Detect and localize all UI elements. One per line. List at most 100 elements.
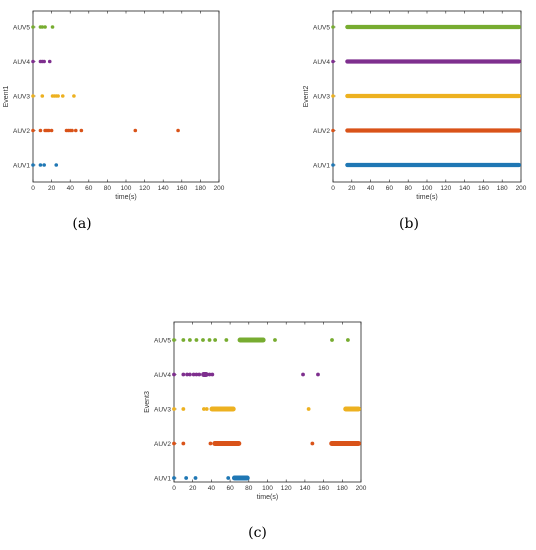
event-point-auv3: [56, 94, 60, 98]
event-point-auv2: [181, 441, 186, 446]
event-point-auv4: [47, 59, 52, 64]
chart-panel-1: 0 20 40 60 80 100 120 140 160 180 200 AUV1 AUV2 AUV3 A…: [3, 10, 225, 232]
event-point-auv3: [40, 94, 45, 98]
event-point-auv5: [207, 338, 212, 342]
event-point-auv2: [31, 128, 35, 133]
y-tick-label: AUV2: [13, 128, 30, 135]
x-tick-label: 100: [262, 485, 273, 492]
y-tick-label: AUV4: [313, 59, 330, 66]
x-tick-label: 20: [348, 185, 356, 192]
event-point-auv2: [38, 128, 43, 133]
x-tick-label: 60: [226, 485, 234, 492]
event-point-auv5: [43, 25, 47, 29]
panel-caption: (a): [72, 216, 91, 232]
event-point-auv4: [331, 59, 335, 64]
y-tick-label: AUV4: [154, 372, 171, 379]
event-point-auv5: [346, 338, 350, 342]
event-point-auv4: [301, 372, 305, 377]
event-point-auv4: [31, 59, 35, 64]
event-point-auv5: [40, 25, 45, 29]
y-tick-label: AUV1: [313, 162, 330, 169]
event-point-auv2: [133, 128, 138, 133]
event-point-auv3: [306, 407, 311, 411]
event-point-auv3: [202, 407, 206, 411]
y-tick-label: AUV3: [313, 93, 330, 100]
event-point-auv2: [73, 128, 78, 133]
y-tick-label: AUV1: [13, 162, 30, 169]
y-tick-label: AUV3: [13, 93, 30, 100]
x-tick-label: 120: [440, 185, 451, 192]
y-axis-label: Event1: [3, 85, 10, 107]
event-point-auv1: [54, 163, 59, 167]
y-tick-label: AUV5: [154, 337, 171, 344]
y-tick-label: AUV3: [154, 406, 171, 413]
y-axis-label: Event2: [303, 85, 310, 107]
event-point-auv1: [38, 163, 43, 167]
event-point-auv2: [47, 128, 51, 133]
event-point-auv1: [172, 476, 176, 480]
y-tick-label: AUV2: [154, 441, 171, 448]
y-tick-label: AUV5: [313, 24, 330, 31]
event-point-auv5: [213, 338, 218, 342]
y-axis-label: Event3: [144, 391, 151, 413]
x-tick-label: 80: [245, 485, 253, 492]
event-segment-auv1: [231, 475, 250, 481]
x-tick-label: 140: [459, 185, 470, 192]
event-point-auv4: [185, 372, 189, 377]
event-point-auv3: [172, 407, 176, 411]
x-tick-label: 80: [104, 185, 112, 192]
event-point-auv3: [72, 94, 76, 98]
x-tick-label: 100: [121, 185, 132, 192]
event-point-auv5: [331, 25, 335, 29]
event-point-auv2: [208, 441, 213, 446]
y-tick-label: AUV2: [313, 128, 330, 135]
event-point-auv4: [197, 372, 202, 377]
event-point-auv4: [42, 59, 46, 64]
event-point-auv5: [224, 338, 229, 342]
x-tick-label: 180: [195, 185, 206, 192]
x-axis-label: time(s): [257, 494, 278, 501]
event-point-auv4: [191, 372, 196, 377]
event-point-auv5: [330, 338, 334, 342]
x-tick-label: 160: [176, 185, 187, 192]
plot-frame: [173, 321, 362, 483]
chart-panel-3: 0 20 40 60 80 100 120 140 160 180 200 AUV1 AUV2 AUV3 A…: [144, 321, 367, 541]
x-tick-label: 140: [158, 185, 169, 192]
event-point-auv5: [201, 338, 205, 342]
x-tick-label: 40: [208, 485, 216, 492]
event-point-auv5: [172, 338, 176, 342]
event-point-auv2: [79, 128, 84, 133]
x-tick-label: 160: [318, 485, 329, 492]
event-point-auv1: [331, 163, 335, 167]
event-segment-auv5: [237, 337, 266, 343]
x-axis-label: time(s): [416, 194, 437, 201]
event-point-auv4: [181, 372, 186, 377]
event-point-auv1: [193, 476, 198, 480]
event-point-auv5: [50, 25, 55, 29]
x-tick-label: 20: [189, 485, 197, 492]
event-point-auv3: [331, 94, 335, 98]
x-tick-label: 140: [299, 485, 310, 492]
x-tick-label: 100: [422, 185, 433, 192]
x-tick-label: 200: [516, 185, 527, 192]
y-tick-label: AUV1: [154, 475, 171, 482]
event-segment-auv3: [343, 406, 361, 412]
event-point-auv2: [172, 441, 176, 446]
event-point-auv2: [310, 441, 315, 446]
event-point-auv3: [181, 407, 186, 411]
event-point-auv4: [316, 372, 320, 377]
event-segment-auv3: [345, 93, 521, 99]
x-tick-label: 0: [31, 185, 35, 192]
x-tick-label: 180: [497, 185, 508, 192]
x-tick-label: 120: [281, 485, 292, 492]
event-point-auv1: [42, 163, 46, 167]
event-point-auv5: [273, 338, 277, 342]
x-tick-label: 60: [386, 185, 394, 192]
event-segment-auv4: [345, 59, 521, 64]
event-point-auv4: [194, 372, 199, 377]
event-segment-auv2: [212, 441, 242, 446]
panel-caption: (c): [248, 525, 267, 541]
event-point-auv5: [194, 338, 199, 342]
y-tick-label: AUV4: [13, 59, 30, 66]
